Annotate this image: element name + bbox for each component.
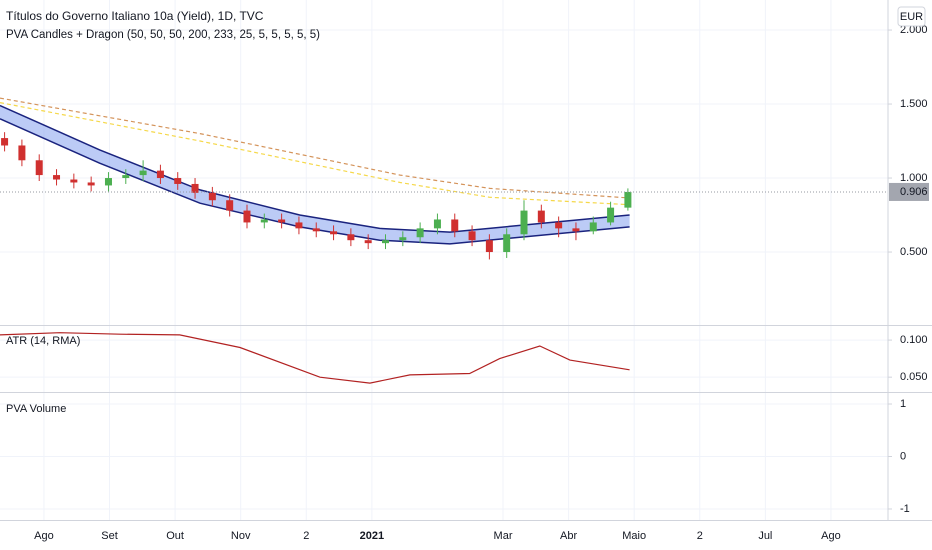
x-tick-label: Nov bbox=[231, 530, 251, 542]
grid bbox=[0, 0, 888, 520]
candle-body bbox=[607, 207, 615, 223]
candle-body bbox=[53, 175, 61, 180]
candle-body bbox=[572, 228, 580, 232]
candle-body bbox=[347, 234, 355, 241]
x-tick-label: Jul bbox=[758, 530, 772, 542]
y-tick-label: 0.500 bbox=[900, 246, 928, 258]
candle-body bbox=[330, 231, 338, 235]
y-tick-label: 1 bbox=[900, 398, 906, 410]
x-tick-label: Mar bbox=[494, 530, 513, 542]
x-tick-label: 2021 bbox=[360, 530, 384, 542]
y-tick-label: 0.050 bbox=[900, 371, 928, 383]
candle-body bbox=[485, 240, 493, 253]
candle-body bbox=[381, 240, 389, 244]
candle-body bbox=[312, 228, 320, 232]
dragon-band-fill bbox=[0, 105, 630, 244]
y-tick-label: -1 bbox=[900, 503, 910, 515]
x-tick-label: Out bbox=[166, 530, 184, 542]
candle-body bbox=[70, 179, 78, 183]
moving-average bbox=[0, 102, 630, 206]
currency-button[interactable] bbox=[897, 6, 926, 27]
candle-body bbox=[416, 228, 424, 238]
candle-body bbox=[364, 240, 372, 244]
candle-body bbox=[174, 178, 182, 184]
dragon-band-upper bbox=[0, 104, 630, 233]
x-tick-label: Set bbox=[101, 530, 118, 542]
candle-body bbox=[468, 231, 476, 241]
candle-body bbox=[35, 160, 43, 176]
moving-average bbox=[0, 97, 630, 199]
volume-title: PVA Volume bbox=[6, 403, 66, 415]
candle-body bbox=[18, 145, 26, 161]
atr-line bbox=[0, 332, 630, 384]
y-tick-label: 2.000 bbox=[900, 24, 928, 36]
candle-body bbox=[589, 222, 597, 232]
y-tick-label: 1.000 bbox=[900, 172, 928, 184]
labels: Ago Set Out Nov 2 2021 Mar Abr Maio 2 Jul Ago 0.500 1… bbox=[34, 24, 929, 542]
x-tick-label: 2 bbox=[697, 530, 703, 542]
x-tick-label: 2 bbox=[303, 530, 309, 542]
candle-body bbox=[104, 178, 112, 186]
candle-body bbox=[156, 170, 164, 179]
candle-body bbox=[139, 170, 147, 176]
candle-body bbox=[399, 237, 407, 241]
y-tick-label: 0.100 bbox=[900, 334, 928, 346]
candle-body bbox=[503, 234, 511, 253]
plot bbox=[0, 97, 888, 384]
candle-body bbox=[122, 175, 130, 179]
atr-title: ATR (14, RMA) bbox=[6, 335, 80, 347]
candle-body bbox=[1, 138, 9, 146]
y-tick-label: 0 bbox=[900, 450, 906, 462]
candle-body bbox=[191, 183, 199, 193]
chart-title: Títulos do Governo Italiano 10a (Yield),… bbox=[6, 9, 264, 23]
candle-body bbox=[87, 182, 95, 186]
candle-body bbox=[520, 210, 528, 235]
candle-body bbox=[278, 219, 286, 223]
indicator-title: PVA Candles + Dragon (50, 50, 50, 200, 2… bbox=[6, 29, 320, 41]
candle-body bbox=[555, 222, 563, 229]
last-price-box bbox=[889, 182, 929, 201]
candle-body bbox=[208, 192, 216, 201]
candle-body bbox=[226, 200, 234, 211]
candle-body bbox=[451, 219, 459, 232]
x-tick-label: Ago bbox=[34, 530, 54, 542]
candle-body bbox=[433, 219, 441, 229]
x-tick-label: Maio bbox=[622, 530, 646, 542]
candle-body bbox=[295, 222, 303, 229]
candle-body bbox=[243, 210, 251, 223]
x-tick-label: Abr bbox=[560, 530, 577, 542]
candle-body bbox=[537, 210, 545, 223]
currency-label[interactable]: EUR bbox=[900, 11, 923, 23]
candle-body bbox=[260, 219, 268, 223]
x-tick-label: Ago bbox=[821, 530, 841, 542]
candle-body bbox=[624, 191, 632, 208]
last-price-label: 0.906 bbox=[900, 186, 928, 198]
y-tick-label: 1.500 bbox=[900, 98, 928, 110]
